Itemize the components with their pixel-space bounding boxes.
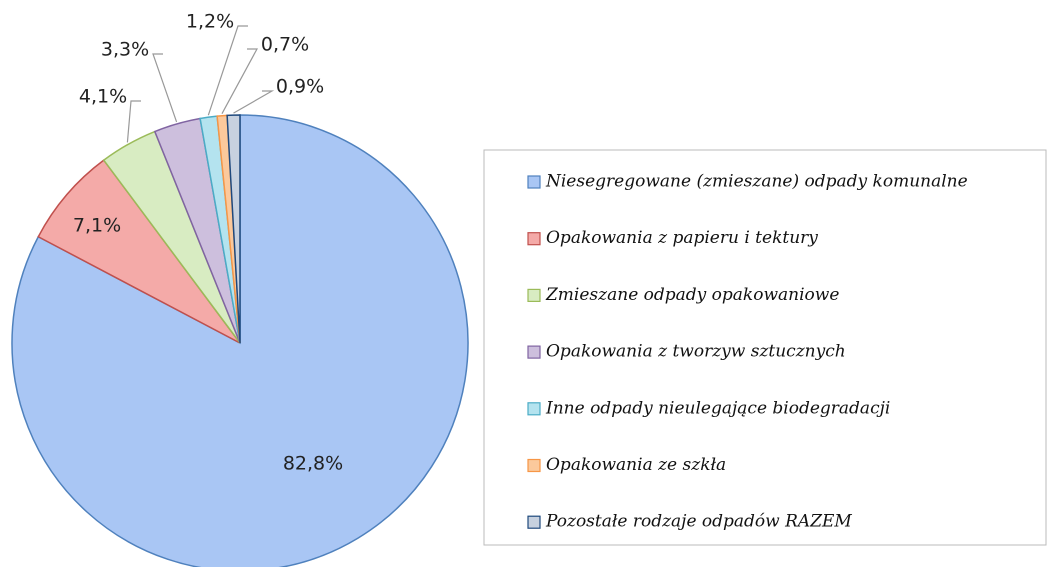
leader-line xyxy=(221,48,259,114)
pie-slice xyxy=(11,114,469,567)
leader-line xyxy=(126,100,141,143)
legend-swatch xyxy=(527,175,541,189)
legend-swatch xyxy=(527,515,541,529)
data-label: 82,8% xyxy=(283,453,343,475)
legend-swatch xyxy=(527,402,541,416)
data-label: 1,2% xyxy=(186,11,234,33)
legend-label: Inne odpady nieulegające biodegradacji xyxy=(545,398,890,418)
data-label: 0,7% xyxy=(261,34,309,56)
legend-label: Opakowania ze szkła xyxy=(546,455,726,475)
pie-slice xyxy=(226,114,241,344)
data-label: 3,3% xyxy=(101,39,149,61)
legend-box xyxy=(483,149,1047,546)
legend-swatch xyxy=(527,345,541,359)
data-label: 4,1% xyxy=(79,86,127,108)
legend-label: Opakowania z papieru i tektury xyxy=(546,228,818,248)
legend-swatch xyxy=(527,288,541,302)
legend-label: Niesegregowane (zmieszane) odpady komuna… xyxy=(545,172,968,192)
leader-line xyxy=(152,53,178,123)
legend-swatch xyxy=(527,232,541,246)
pie-slice xyxy=(37,159,241,344)
leader-line xyxy=(207,25,248,116)
legend-label: Zmieszane odpady opakowaniowe xyxy=(545,285,839,305)
leader-line xyxy=(233,90,275,114)
data-label: 7,1% xyxy=(73,215,121,237)
legend-label: Opakowania z tworzyw sztucznych xyxy=(546,342,846,362)
legend-swatch xyxy=(527,458,541,473)
legend-label: Pozostałe rodzaje odpadów RAZEM xyxy=(545,512,852,532)
data-label: 0,9% xyxy=(276,76,324,98)
